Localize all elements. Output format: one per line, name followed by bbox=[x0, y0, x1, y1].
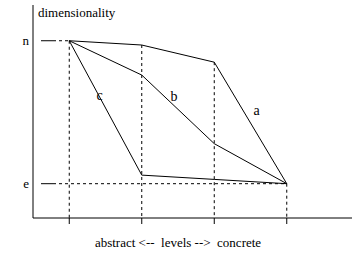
x-tick bbox=[286, 218, 287, 224]
series-label: c bbox=[96, 88, 102, 103]
x-guide bbox=[286, 184, 287, 218]
x-axis bbox=[33, 218, 352, 219]
y-tick bbox=[41, 183, 53, 184]
series-label: b bbox=[171, 89, 178, 104]
y-tick bbox=[41, 40, 53, 41]
y-axis-label: dimensionality bbox=[38, 5, 116, 20]
x-tick bbox=[69, 218, 70, 224]
chart: n e dimensionality abstract <-- levels --> … bbox=[0, 0, 363, 254]
series-label: a bbox=[253, 103, 260, 118]
plot-area bbox=[69, 41, 287, 184]
y-tick-label: n bbox=[23, 33, 30, 48]
series-line bbox=[69, 41, 287, 184]
x-guide bbox=[214, 62, 215, 218]
x-guide bbox=[141, 45, 142, 218]
x-tick bbox=[141, 218, 142, 224]
series-line bbox=[69, 41, 287, 184]
x-tick bbox=[214, 218, 215, 224]
x-axis-label: abstract <-- levels --> concrete bbox=[95, 235, 261, 250]
x-guide bbox=[69, 41, 70, 218]
y-tick-label: e bbox=[23, 176, 29, 191]
y-guide bbox=[53, 183, 287, 184]
y-axis bbox=[33, 5, 34, 218]
y-guide bbox=[53, 40, 69, 41]
series-line bbox=[69, 41, 287, 184]
